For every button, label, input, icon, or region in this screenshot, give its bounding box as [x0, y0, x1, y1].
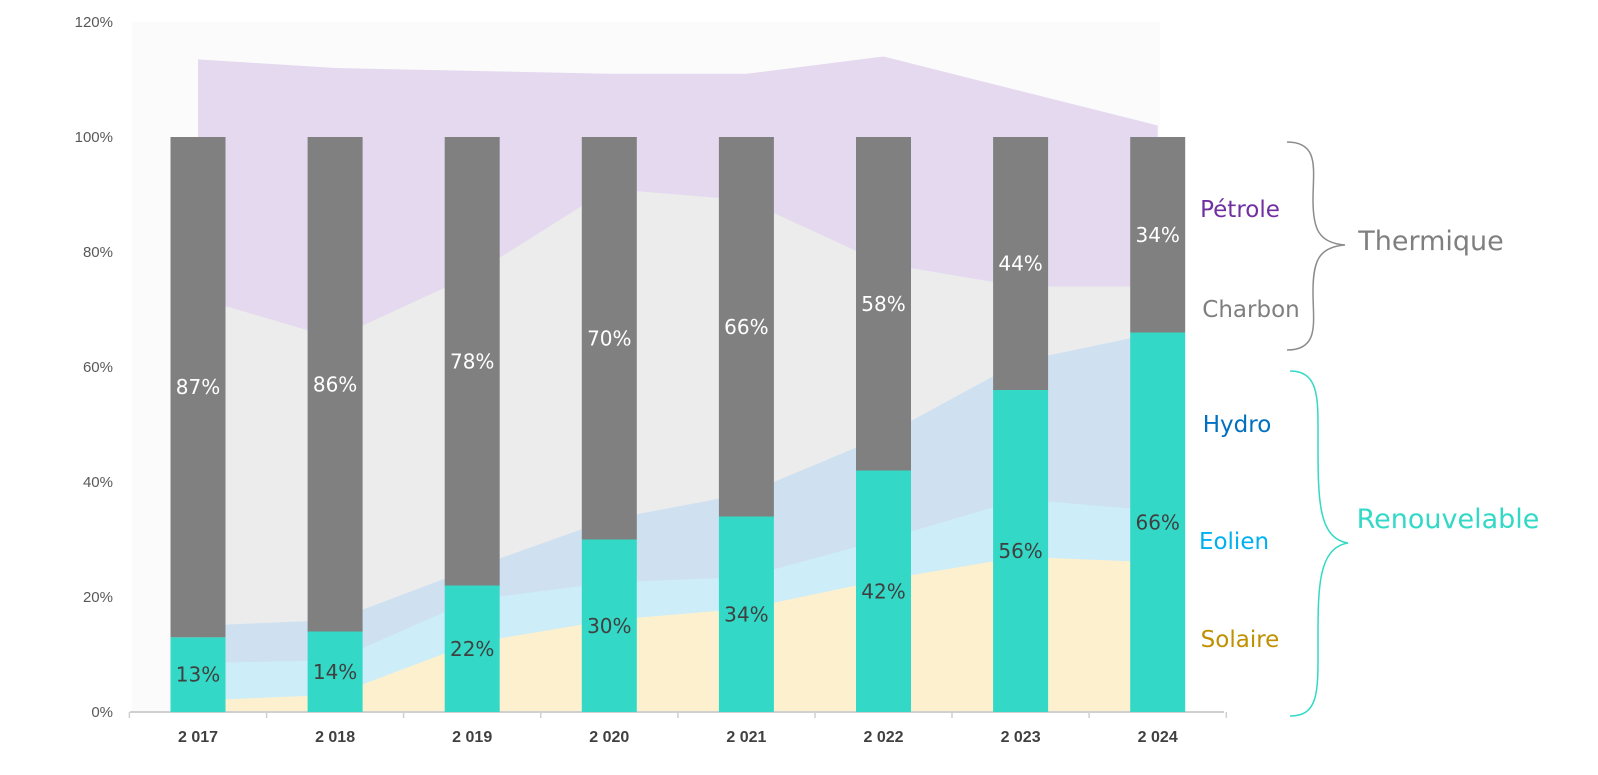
bar-label-thermique: 34%	[1135, 223, 1179, 247]
y-tick-label: 0%	[91, 704, 113, 721]
x-tick-label: 2 024	[1138, 729, 1178, 746]
legend-renouvelable: Renouvelable	[1357, 504, 1540, 535]
bar-renouvelable	[581, 539, 637, 712]
bar-renouvelable	[307, 631, 363, 712]
x-axis-ticks	[128, 712, 1228, 718]
bar-label-thermique: 66%	[724, 315, 768, 339]
bar-thermique	[1130, 137, 1186, 333]
bar-label-thermique: 78%	[450, 349, 494, 373]
bar-label-thermique: 70%	[587, 326, 631, 350]
legend-charbon: Charbon	[1202, 297, 1299, 323]
y-tick-label: 40%	[83, 474, 113, 491]
y-tick-label: 60%	[83, 359, 113, 376]
bar-label-thermique: 87%	[176, 375, 220, 399]
bar-thermique	[993, 137, 1049, 390]
area-solaire	[198, 556, 1158, 712]
bar-thermique	[444, 137, 500, 586]
bar-label-renouvelable: 30%	[587, 614, 631, 638]
y-tick-label: 80%	[83, 244, 113, 261]
bar-renouvelable	[856, 470, 911, 712]
x-tick-label: 2 018	[315, 729, 355, 746]
bar-label-renouvelable: 13%	[176, 663, 220, 687]
x-tick-label: 2 021	[726, 729, 766, 746]
x-axis-labels: 2 017 2 018 2 019 2 020 2 021 2 022 2 023 2 024	[178, 729, 1178, 746]
bar-thermique	[856, 137, 911, 471]
bar-label-renouvelable: 42%	[861, 579, 905, 603]
bar-label-renouvelable: 56%	[998, 539, 1042, 563]
x-tick-label: 2 017	[178, 729, 218, 746]
x-tick-label: 2 019	[452, 729, 492, 746]
bar-thermique	[581, 137, 637, 540]
bar-renouvelable	[170, 637, 226, 713]
y-axis: 0% 20% 40% 60% 80% 100% 120%	[75, 14, 113, 721]
legend-petrole: Pétrole	[1200, 197, 1280, 223]
legend-hydro: Hydro	[1203, 412, 1272, 438]
y-tick-label: 20%	[83, 589, 113, 606]
thermique-brace	[1286, 141, 1346, 351]
bar-thermique	[307, 137, 363, 632]
background-areas	[198, 56, 1158, 713]
bar-label-thermique: 44%	[998, 252, 1042, 276]
bar-label-thermique: 86%	[313, 372, 357, 396]
x-tick-label: 2 020	[589, 729, 629, 746]
x-tick-label: 2 022	[863, 729, 903, 746]
bar-label-renouvelable: 22%	[450, 637, 494, 661]
y-tick-label: 100%	[75, 129, 113, 146]
bar-thermique	[170, 137, 226, 638]
bar-label-renouvelable: 14%	[313, 660, 357, 684]
bars: 13% 87% 14% 86% 22% 78% 30% 70% 34% 66% 42% 58% 56% 4…	[170, 137, 1186, 713]
bar-renouvelable	[718, 516, 774, 712]
bar-renouvelable	[444, 585, 500, 712]
bar-label-renouvelable: 34%	[724, 602, 768, 626]
bar-thermique	[718, 137, 774, 517]
bar-renouvelable	[993, 390, 1049, 712]
bar-label-renouvelable: 66%	[1135, 510, 1179, 534]
bar-renouvelable	[1130, 332, 1186, 712]
x-tick-label: 2 023	[1001, 729, 1041, 746]
y-tick-label: 120%	[75, 14, 113, 31]
bar-label-thermique: 58%	[861, 292, 905, 316]
legend-eolien: Eolien	[1199, 529, 1269, 555]
renouvelable-brace	[1289, 370, 1349, 717]
legend-solaire: Solaire	[1201, 627, 1280, 653]
legend-thermique: Thermique	[1357, 226, 1504, 257]
